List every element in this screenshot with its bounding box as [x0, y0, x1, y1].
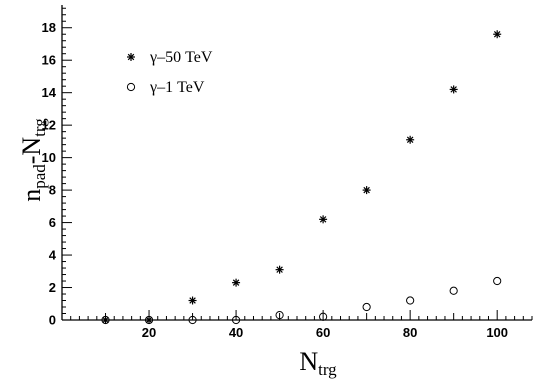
axes [61, 5, 532, 321]
y-axis-title-sub: trg [30, 118, 49, 137]
y-tick-label: 4 [49, 248, 57, 263]
point-1tev [231, 315, 241, 325]
point-50tev [188, 296, 197, 305]
x-tick-label: 100 [486, 325, 508, 340]
point-50tev [449, 85, 458, 94]
x-tick-label: 60 [316, 325, 330, 340]
y-axis-title: npad-Ntrg [17, 118, 49, 202]
legend-label: γ–1 TeV [149, 79, 205, 96]
legend-marker [126, 82, 136, 92]
legend-marker [127, 53, 135, 61]
data-points [101, 30, 502, 325]
y-axis-title-sub: pad [30, 164, 49, 189]
y-tick-label: 16 [42, 53, 56, 68]
x-axis-title: Ntrg [299, 347, 337, 379]
y-tick-label: 14 [42, 85, 57, 100]
y-axis-title-main: n [17, 189, 46, 202]
y-tick-label: 6 [49, 215, 56, 230]
point-1tev [101, 315, 110, 325]
y-tick-label: 0 [49, 313, 56, 328]
point-50tev [232, 278, 241, 287]
legend-label: γ–50 TeV [149, 49, 213, 66]
point-1tev [493, 276, 502, 286]
y-tick-label: 12 [42, 118, 56, 133]
point-1tev [144, 315, 154, 325]
point-50tev [275, 265, 284, 274]
point-1tev [406, 296, 415, 305]
y-tick-label: 10 [42, 150, 56, 165]
x-tick-label: 80 [403, 325, 417, 340]
tick-labels: 20 40 60 80 100 0 2 4 6 8 10 12 14 16 18 [42, 20, 509, 340]
point-1tev [449, 286, 458, 295]
x-tick-label: 20 [142, 325, 156, 340]
y-axis-title-main: -N [17, 137, 46, 165]
x-axis-title-sub: trg [318, 360, 337, 379]
point-50tev [101, 316, 110, 324]
x-axis-title-main: N [299, 347, 318, 376]
y-tick-label: 8 [49, 183, 56, 198]
point-1tev [319, 312, 328, 321]
legend: γ–50 TeV γ–1 TeV [126, 49, 213, 96]
point-50tev [493, 30, 502, 39]
point-1tev [362, 302, 371, 312]
point-1tev [188, 315, 197, 325]
point-50tev [362, 186, 371, 195]
point-50tev [319, 215, 328, 224]
point-50tev [406, 135, 415, 144]
y-tick-label: 2 [49, 280, 56, 295]
point-1tev [275, 311, 284, 320]
x-tick-label: 40 [229, 325, 243, 340]
y-tick-label: 18 [42, 20, 56, 35]
point-50tev [145, 316, 154, 324]
